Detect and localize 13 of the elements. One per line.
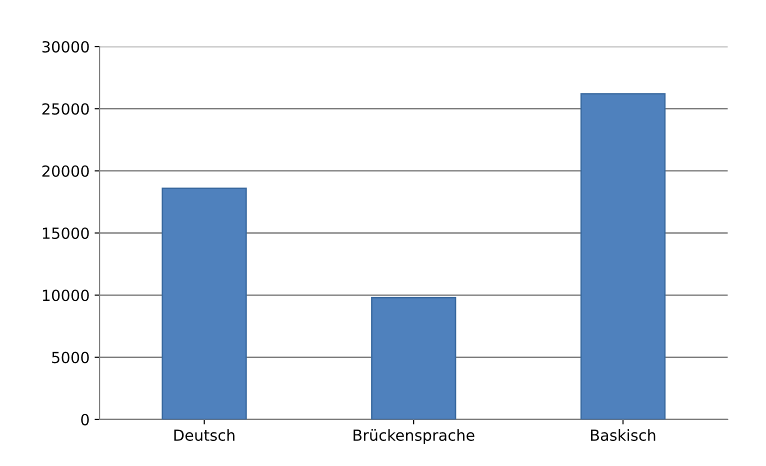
y-tick-label: 5000 — [52, 352, 89, 364]
bar — [371, 296, 456, 420]
bar — [580, 93, 666, 420]
y-tick-label: 30000 — [42, 41, 89, 53]
y-tick-label: 20000 — [42, 165, 89, 177]
x-tick-label: Deutsch — [174, 429, 234, 441]
bar — [162, 188, 247, 420]
x-tick-label: Baskisch — [591, 429, 656, 441]
y-tick-label: 25000 — [42, 103, 89, 115]
y-tick-label: 0 — [81, 414, 89, 426]
y-tick-label: 10000 — [42, 290, 89, 302]
y-tick-label: 15000 — [42, 227, 89, 240]
x-tick-label: Brückensprache — [354, 429, 474, 444]
